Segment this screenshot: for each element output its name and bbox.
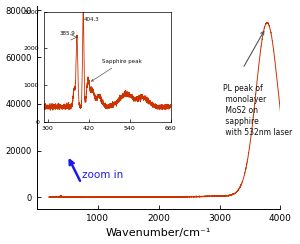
Text: zoom in: zoom in [82,170,124,180]
Text: PL peak of
 monolayer
 MoS2 on
 sapphire
 with 532nm laser: PL peak of monolayer MoS2 on sapphire wi… [223,84,292,138]
X-axis label: Wavenumber/cm⁻¹: Wavenumber/cm⁻¹ [106,228,211,238]
